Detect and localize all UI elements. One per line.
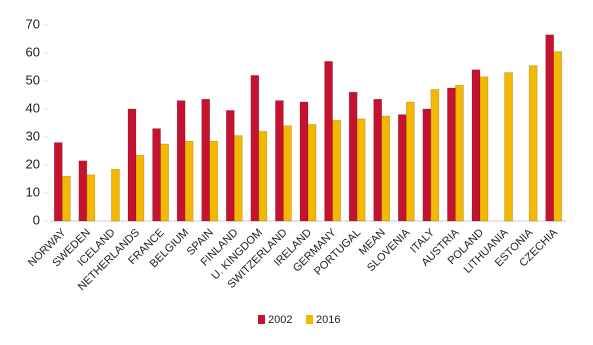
bar [275,100,284,222]
bar [299,101,309,222]
bar [324,61,333,222]
bar [397,114,407,222]
y-tick-label: 20 [26,156,40,171]
bar [160,143,169,222]
bar [373,98,383,222]
y-tick-label: 50 [26,72,40,87]
legend-label: 2016 [316,314,340,326]
y-tick-label: 0 [33,212,40,227]
bar [553,51,563,222]
bar [471,69,481,222]
bar [86,174,96,222]
y-tick-label: 70 [26,16,40,31]
bar [258,131,268,222]
bar [78,160,88,222]
bar [348,91,358,222]
y-tick-label: 60 [26,44,40,59]
bar [127,108,137,222]
bar [201,98,211,222]
bar [545,34,555,222]
bar [209,140,219,222]
bar [250,75,260,222]
bar [152,128,161,222]
bar [176,100,186,222]
bar [447,87,456,222]
y-tick-label: 10 [26,184,40,199]
bar [111,168,120,222]
bar [233,135,243,222]
bar [405,101,415,222]
bar [422,108,432,222]
bar [53,142,63,222]
bar [455,84,464,222]
y-tick-label: 30 [26,128,40,143]
bar [528,65,538,222]
bar [61,175,71,222]
bar [381,115,391,222]
legend-swatch [306,315,313,324]
bar [479,76,489,222]
bar [332,119,341,222]
bar [283,125,292,222]
bar [356,118,366,222]
bar [225,110,235,222]
legend-label: 2002 [268,314,292,326]
legend-swatch [258,315,265,324]
y-tick-label: 40 [26,100,40,115]
bar [135,154,145,222]
bar [430,89,440,222]
bar [307,124,317,222]
bar [184,140,194,222]
bar [504,72,513,222]
